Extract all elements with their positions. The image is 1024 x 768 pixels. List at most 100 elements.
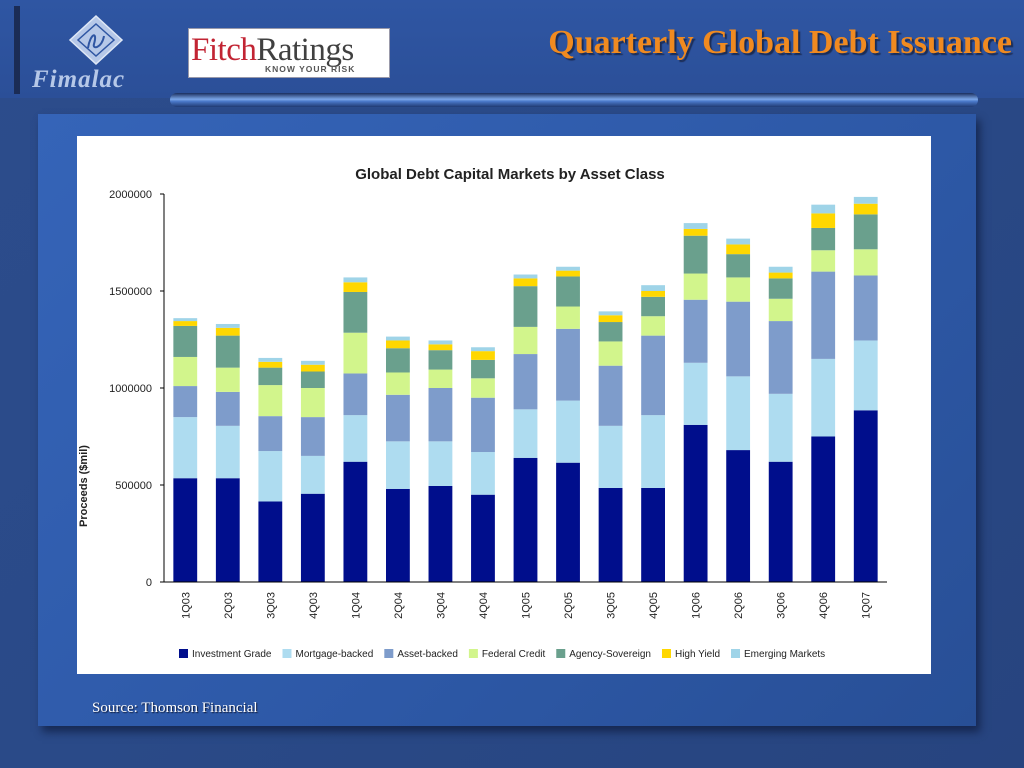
bar-segment <box>215 327 240 336</box>
legend-swatch <box>731 649 741 658</box>
y-axis: 0 500000 1000000 1500000 2000000 <box>109 189 165 589</box>
bar-segment <box>853 203 878 215</box>
stacked-bar-chart: Global Debt Capital Markets by Asset Cla… <box>78 166 887 660</box>
bar-stack <box>598 311 623 582</box>
bar-segment <box>386 340 410 349</box>
bar-stack <box>173 318 198 582</box>
bar-segment <box>811 204 836 214</box>
fitch-logo-word2: Ratings <box>256 32 354 68</box>
bar-segment <box>471 378 495 398</box>
bar-segment <box>215 425 240 479</box>
chart-container: Global Debt Capital Markets by Asset Cla… <box>77 136 931 674</box>
page-title: Quarterly Global Debt Issuance <box>548 24 1012 61</box>
bar-segment <box>300 371 325 388</box>
bar-segment <box>173 478 198 582</box>
bar-segment <box>768 393 793 462</box>
bar-segment <box>641 316 665 336</box>
fimalac-logo: Fimalac <box>14 6 170 94</box>
bar-segment <box>428 388 453 442</box>
bar-stack <box>428 340 453 582</box>
legend-swatch <box>384 649 394 658</box>
bar-segment <box>598 341 623 366</box>
bar-segment <box>598 322 623 342</box>
bar-stack <box>726 238 751 582</box>
y-tick-label: 0 <box>146 577 152 589</box>
bar-segment <box>598 425 623 488</box>
bar-segment <box>386 441 410 489</box>
bar-segment <box>641 335 665 416</box>
bar-segment <box>343 291 368 333</box>
header-band <box>0 0 1024 98</box>
bar-segment <box>300 364 325 372</box>
bar-segment <box>768 272 793 279</box>
bar-segment <box>300 388 325 418</box>
bar-segment <box>768 298 793 322</box>
bar-segment <box>386 372 410 395</box>
bar-segment <box>343 332 368 374</box>
bar-segment <box>215 367 240 392</box>
bar-segment <box>726 238 751 245</box>
bar-segment <box>386 488 410 582</box>
x-tick-label: 1Q05 <box>521 592 533 619</box>
bar-segment <box>726 376 751 451</box>
bar-segment <box>811 436 836 582</box>
bar-segment <box>471 351 495 360</box>
bar-segment <box>300 493 325 582</box>
bar-segment <box>811 358 836 437</box>
bar-segment <box>471 397 495 453</box>
x-tick-label: 3Q06 <box>776 592 788 619</box>
bar-segment <box>513 286 538 327</box>
bar-segment <box>726 244 751 255</box>
bar-segment <box>853 275 878 341</box>
bar-segment <box>513 274 538 279</box>
legend-item: Emerging Markets <box>731 649 825 660</box>
fimalac-emblem-icon <box>68 14 124 66</box>
bar-segment <box>768 321 793 394</box>
bar-segment <box>683 362 708 425</box>
bar-segment <box>853 410 878 582</box>
bar-segment <box>726 450 751 582</box>
bar-segment <box>811 271 836 359</box>
x-tick-label: 4Q05 <box>648 592 660 619</box>
bar-segment <box>513 326 538 355</box>
bar-segment <box>556 462 580 582</box>
bar-segment <box>173 318 198 322</box>
legend-item: High Yield <box>661 649 720 660</box>
bar-segment <box>386 336 410 341</box>
bar-segment <box>471 494 495 582</box>
x-tick-label: 4Q06 <box>818 592 830 619</box>
x-axis: 1Q03 2Q03 3Q03 4Q03 1Q04 2Q04 3Q04 4Q04 1Q05 2Q05… <box>164 581 887 619</box>
legend-label: Federal Credit <box>482 649 546 660</box>
legend-label: Mortgage-backed <box>295 649 373 660</box>
bar-stack <box>853 196 878 582</box>
bar-segment <box>641 285 665 291</box>
bar-segment <box>428 340 453 345</box>
bar-segment <box>258 416 283 452</box>
x-tick-label: 1Q03 <box>180 592 192 619</box>
bars <box>173 196 878 582</box>
bar-segment <box>471 347 495 352</box>
bar-segment <box>853 214 878 250</box>
bar-stack <box>471 347 495 582</box>
bar-segment <box>386 394 410 442</box>
bar-stack <box>556 266 580 582</box>
bar-segment <box>173 386 198 418</box>
legend-swatch <box>282 649 292 658</box>
x-tick-label: 2Q05 <box>563 592 575 619</box>
bar-segment <box>173 417 198 479</box>
bar-segment <box>428 344 453 351</box>
bar-segment <box>258 451 283 502</box>
bar-segment <box>641 296 665 317</box>
legend-label: Investment Grade <box>192 649 272 660</box>
bar-stack <box>386 336 410 582</box>
bar-segment <box>513 354 538 410</box>
x-tick-label: 2Q06 <box>733 592 745 619</box>
legend-item: Investment Grade <box>179 649 272 660</box>
legend-label: Asset-backed <box>397 649 458 660</box>
bar-segment <box>343 373 368 416</box>
legend-swatch <box>179 649 188 658</box>
bar-segment <box>513 409 538 458</box>
bar-segment <box>768 266 793 273</box>
chart-title: Global Debt Capital Markets by Asset Cla… <box>355 166 665 183</box>
bar-segment <box>726 277 751 302</box>
